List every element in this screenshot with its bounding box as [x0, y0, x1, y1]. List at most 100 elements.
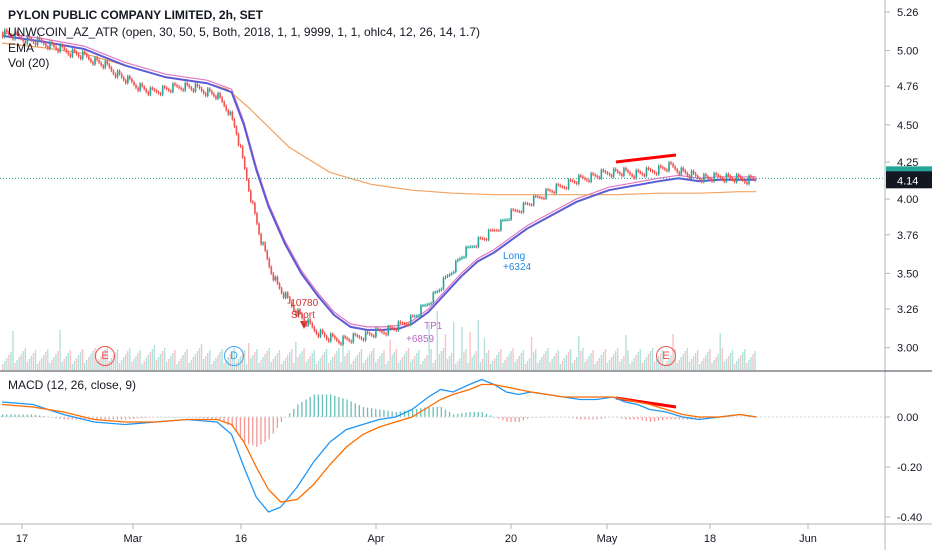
candle-body [350, 340, 353, 343]
candle-body [737, 174, 740, 177]
volume-bar [362, 363, 365, 370]
candle-body [200, 88, 203, 91]
dividend-marker[interactable]: D [224, 346, 244, 366]
volume-bar [366, 357, 369, 370]
volume-bar [145, 358, 147, 370]
candle-body [366, 331, 369, 334]
candle-body [537, 196, 539, 198]
volume-bar [752, 354, 754, 370]
volume-bar [313, 350, 315, 370]
candle-body [674, 166, 676, 170]
volume-bar [565, 355, 568, 370]
short-value: -10780 [287, 298, 319, 309]
volume-bar [547, 348, 549, 370]
volume-bar [274, 356, 277, 370]
candle-body [379, 329, 381, 331]
volume-bar [633, 358, 635, 370]
histogram-bar [116, 417, 119, 420]
candle-body [688, 175, 691, 179]
candle-body [551, 190, 553, 192]
candle-body [721, 177, 724, 180]
volume-bar [701, 361, 703, 370]
candle-body [588, 180, 590, 182]
volume-bar [553, 356, 555, 370]
volume-bar [194, 354, 197, 370]
volume-bar [727, 356, 730, 370]
candle-body [426, 304, 428, 306]
candle-body [116, 70, 119, 78]
candle-body [237, 134, 240, 146]
candle-body [112, 70, 115, 74]
time-tick-label: Jun [799, 533, 817, 545]
candle-body [360, 337, 363, 339]
candle-body [418, 315, 420, 317]
volume-bar [192, 357, 195, 370]
volume-bar [295, 342, 297, 370]
histogram-bar [34, 414, 37, 417]
candle-body [231, 111, 234, 120]
histogram-bar [678, 417, 680, 420]
histogram-bar [342, 398, 344, 417]
volume-bar [256, 349, 258, 370]
volume-bar [129, 348, 131, 370]
candle-body [67, 52, 70, 55]
volume-bar [358, 352, 361, 370]
volume-bar [414, 356, 416, 370]
candle-body [248, 179, 250, 191]
earnings-marker[interactable]: E [95, 346, 115, 366]
volume-bar [221, 349, 223, 370]
candle-body [268, 258, 271, 267]
candle-body [352, 333, 355, 343]
volume-bar [664, 364, 666, 370]
volume-bar [520, 353, 523, 370]
candle-body [487, 230, 490, 240]
histogram-bar [313, 394, 315, 417]
volume-bar [127, 351, 129, 370]
volume-bar [172, 353, 174, 370]
candle-body [432, 292, 435, 304]
volume-bar [647, 354, 650, 370]
candle-body [28, 35, 31, 39]
ema-slow-line [1, 42, 757, 196]
candle-body [563, 187, 566, 189]
candle-body [65, 49, 68, 53]
candle-body [502, 220, 504, 222]
volume-bar [596, 361, 598, 370]
volume-bar [516, 359, 518, 370]
volume-bar [34, 350, 37, 370]
histogram-bar [448, 412, 451, 417]
candle-body [450, 273, 453, 275]
volume-bar [690, 359, 693, 370]
candle-body [221, 97, 223, 102]
volume-bar [725, 359, 728, 370]
candle-body [645, 167, 648, 177]
candle-body [90, 59, 92, 62]
candle-body [401, 322, 404, 324]
volume-bar [584, 362, 586, 370]
volume-bar [592, 350, 594, 370]
candle-body [252, 201, 254, 203]
histogram-bar [457, 413, 459, 417]
indicator-legend: UNWCOIN_AZ_ATR (open, 30, 50, 5, Both, 2… [8, 25, 481, 39]
candle-body [506, 219, 508, 221]
candle-body [477, 237, 480, 247]
candle-body [627, 170, 629, 173]
volume-bar [395, 349, 397, 370]
volume-bar [204, 356, 207, 370]
histogram-bar [420, 408, 422, 417]
volume-bar [448, 356, 451, 370]
histogram-bar [547, 417, 549, 418]
volume-bar [22, 351, 24, 370]
histogram-bar [645, 417, 647, 422]
volume-bar [711, 363, 713, 370]
candle-body [100, 62, 102, 66]
volume-bar [125, 354, 127, 370]
histogram-bar [30, 414, 32, 417]
earnings-marker[interactable]: E [656, 346, 676, 366]
candle-body [453, 271, 455, 274]
histogram-bar [436, 407, 438, 417]
volume-bar [245, 364, 248, 370]
candle-body [16, 31, 18, 35]
candle-body [412, 315, 414, 317]
histogram-bar [26, 414, 28, 417]
